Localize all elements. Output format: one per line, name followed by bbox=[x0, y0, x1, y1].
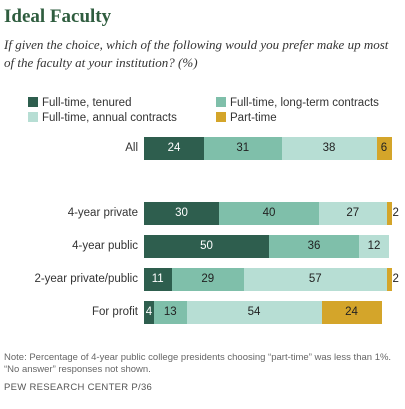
category-label: 4-year private bbox=[67, 207, 138, 219]
legend-item: Full-time, annual contracts bbox=[28, 112, 177, 124]
data-label: 40 bbox=[262, 207, 276, 219]
bar-segment bbox=[281, 137, 377, 160]
data-label: 2 bbox=[392, 207, 399, 219]
data-label: 4 bbox=[145, 306, 153, 318]
bar-segment bbox=[376, 137, 392, 160]
data-label: 24 bbox=[345, 306, 358, 318]
chart-source: PEW RESEARCH CENTER P/36 bbox=[4, 382, 153, 393]
bar-segment bbox=[359, 235, 389, 258]
data-label: 30 bbox=[175, 207, 188, 219]
bar-segment bbox=[219, 202, 319, 225]
legend-swatch bbox=[216, 97, 226, 107]
bar-segment bbox=[386, 202, 392, 225]
category-label: 4-year public bbox=[72, 240, 138, 252]
bar-segment bbox=[186, 301, 322, 324]
bar-segment bbox=[144, 202, 219, 225]
legend-label: Part-time bbox=[230, 112, 277, 124]
bar-segment bbox=[321, 301, 382, 324]
legend-item: Part-time bbox=[216, 112, 277, 124]
bar-segment bbox=[269, 235, 359, 258]
legend-label: Full-time, annual contracts bbox=[42, 112, 177, 124]
category-label: All bbox=[125, 142, 138, 154]
chart-title: Ideal Faculty bbox=[4, 6, 112, 27]
data-label: 24 bbox=[167, 142, 181, 154]
data-label: 11 bbox=[151, 273, 164, 285]
data-label: 29 bbox=[201, 273, 215, 285]
data-label: 50 bbox=[200, 240, 213, 252]
category-label: For profit bbox=[91, 306, 138, 318]
data-label: 54 bbox=[247, 306, 261, 318]
data-label: 38 bbox=[322, 142, 336, 154]
bar-segment bbox=[171, 268, 244, 291]
bar-segment bbox=[319, 202, 387, 225]
data-label: 57 bbox=[308, 273, 322, 285]
bar-segment bbox=[386, 268, 392, 291]
bar-segment bbox=[144, 268, 172, 291]
legend-swatch bbox=[28, 112, 38, 122]
bar-segment bbox=[154, 301, 187, 324]
bar-segment bbox=[244, 268, 387, 291]
bar-segment bbox=[144, 235, 269, 258]
data-label: 6 bbox=[380, 142, 388, 154]
data-label: 2 bbox=[392, 273, 399, 285]
category-label: 2-year private/public bbox=[34, 273, 138, 285]
legend-label: Full-time, long-term contracts bbox=[230, 97, 379, 109]
bar-segment bbox=[144, 301, 154, 324]
legend-swatch bbox=[216, 112, 226, 122]
data-label: 12 bbox=[367, 240, 381, 252]
bar-segment bbox=[144, 137, 204, 160]
legend-item: Full-time, long-term contracts bbox=[216, 97, 379, 109]
data-label: 31 bbox=[236, 142, 250, 154]
legend-item: Full-time, tenured bbox=[28, 97, 131, 109]
legend-label: Full-time, tenured bbox=[42, 97, 132, 109]
data-label: 36 bbox=[307, 240, 321, 252]
chart-subtitle: If given the choice, which of the follow… bbox=[4, 37, 389, 70]
chart-note: Note: Percentage of 4-year public colleg… bbox=[4, 352, 392, 375]
bar-segment bbox=[204, 137, 282, 160]
data-label: 13 bbox=[163, 306, 177, 318]
legend-swatch bbox=[28, 97, 38, 107]
data-label: 27 bbox=[346, 207, 360, 219]
